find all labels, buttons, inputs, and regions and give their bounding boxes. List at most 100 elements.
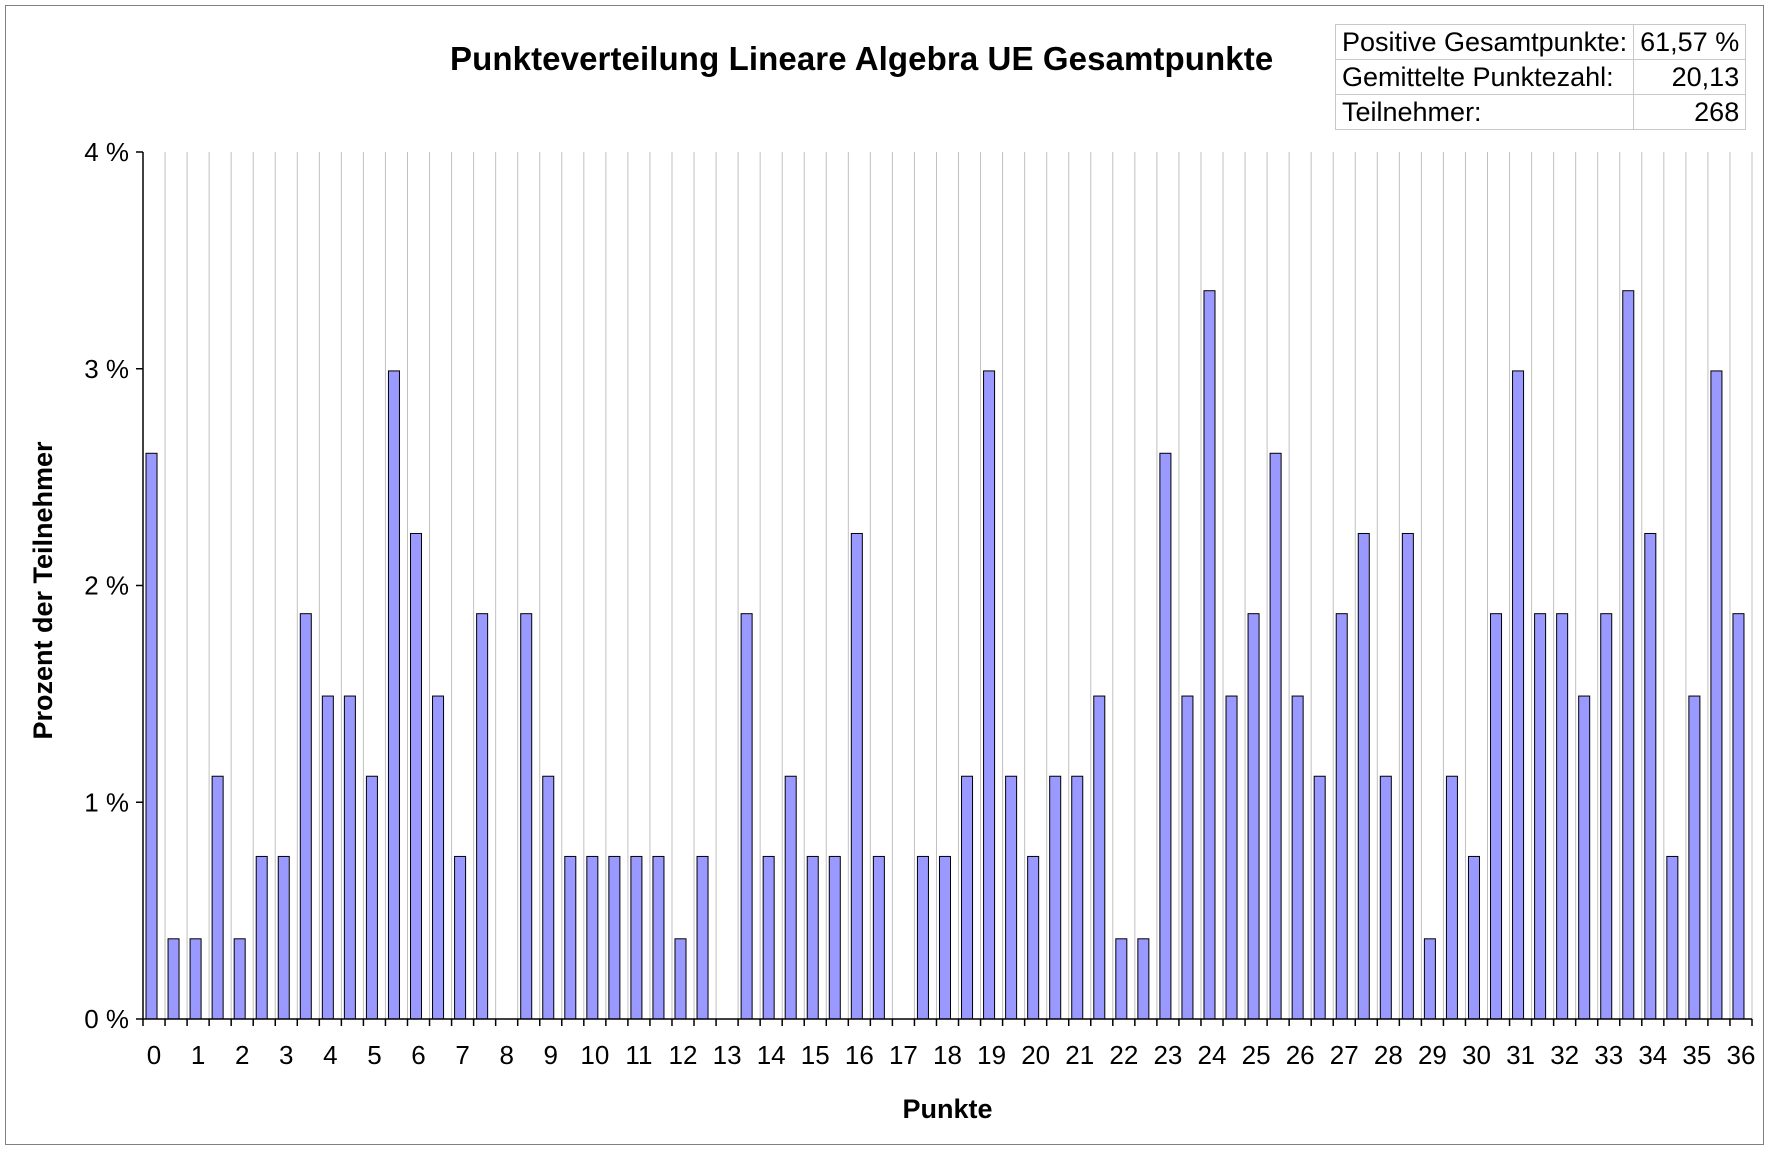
bar — [1071, 775, 1084, 1020]
bar — [1622, 290, 1635, 1020]
bar — [542, 775, 555, 1020]
bar — [1159, 452, 1172, 1020]
bar — [938, 855, 951, 1020]
bar — [167, 938, 180, 1020]
x-tick-label: 16 — [845, 1040, 874, 1070]
bars — [145, 290, 1745, 1020]
bar — [1710, 370, 1723, 1020]
x-axis-label: Punkte — [902, 1094, 992, 1124]
chart-title: Punkteverteilung Lineare Algebra UE Gesa… — [450, 40, 1274, 77]
x-tick-label: 13 — [713, 1040, 742, 1070]
y-tick-label: 2 % — [84, 571, 129, 601]
x-tick-label: 9 — [544, 1040, 558, 1070]
bar — [1490, 613, 1503, 1020]
x-tick-label: 24 — [1198, 1040, 1227, 1070]
bar — [806, 855, 819, 1020]
bar — [387, 370, 400, 1020]
bar — [1291, 695, 1304, 1020]
bar — [476, 613, 489, 1020]
x-tick-label: 20 — [1021, 1040, 1050, 1070]
bar — [1137, 938, 1150, 1020]
y-tick-label: 1 % — [84, 787, 129, 817]
bar — [321, 695, 334, 1020]
axes — [136, 151, 1753, 1026]
bar — [1600, 613, 1613, 1020]
bar — [784, 775, 797, 1020]
bar — [586, 855, 599, 1020]
x-tick-label: 34 — [1638, 1040, 1667, 1070]
bar — [1027, 855, 1040, 1020]
bar — [1379, 775, 1392, 1020]
bar — [872, 855, 885, 1020]
x-tick-label: 6 — [411, 1040, 425, 1070]
bar — [652, 855, 665, 1020]
bar — [608, 855, 621, 1020]
bar — [1732, 613, 1745, 1020]
x-tick-label: 35 — [1682, 1040, 1711, 1070]
x-tick-label: 19 — [977, 1040, 1006, 1070]
x-tick-label: 25 — [1242, 1040, 1271, 1070]
bar — [1005, 775, 1018, 1020]
stats-value: 20,13 — [1633, 59, 1747, 95]
bar — [1578, 695, 1591, 1020]
y-tick-labels: 0 % 1 % 2 % 3 % 4 % — [84, 137, 129, 1034]
bar — [1269, 452, 1282, 1020]
bar — [1203, 290, 1216, 1020]
bar — [1225, 695, 1238, 1020]
y-tick-label: 3 % — [84, 354, 129, 384]
bar — [1313, 775, 1326, 1020]
x-tick-label: 4 — [323, 1040, 337, 1070]
x-tick-label: 12 — [669, 1040, 698, 1070]
bar — [1666, 855, 1679, 1020]
x-tick-label: 30 — [1462, 1040, 1491, 1070]
bar — [740, 613, 753, 1020]
stats-table: Positive Gesamtpunkte: 61,57 % Gemittelt… — [1334, 24, 1747, 130]
bar — [1688, 695, 1701, 1020]
bar — [1335, 613, 1348, 1020]
x-tick-label: 21 — [1065, 1040, 1094, 1070]
bar — [145, 452, 158, 1020]
bar — [233, 938, 246, 1020]
gridlines — [164, 152, 1753, 1019]
bar — [1181, 695, 1194, 1020]
bar — [1401, 532, 1414, 1020]
y-tick-label: 0 % — [84, 1004, 129, 1034]
bar — [850, 532, 863, 1020]
bar — [1115, 938, 1128, 1020]
bar — [762, 855, 775, 1020]
bar — [828, 855, 841, 1020]
x-tick-label: 27 — [1330, 1040, 1359, 1070]
stats-row-participants: Teilnehmer: 268 — [1334, 94, 1747, 130]
bar — [343, 695, 356, 1020]
bar — [1644, 532, 1657, 1020]
bar — [983, 370, 996, 1020]
x-tick-label: 31 — [1506, 1040, 1535, 1070]
x-tick-label: 0 — [147, 1040, 161, 1070]
y-axis-label: Prozent der Teilnehmer — [28, 441, 58, 740]
x-tick-label: 18 — [933, 1040, 962, 1070]
x-tick-label: 29 — [1418, 1040, 1447, 1070]
stats-value: 61,57 % — [1633, 24, 1747, 60]
x-tick-label: 36 — [1727, 1040, 1756, 1070]
bar — [365, 775, 378, 1020]
bar — [961, 775, 974, 1020]
x-tick-label: 28 — [1374, 1040, 1403, 1070]
x-tick-label: 3 — [279, 1040, 293, 1070]
bar — [520, 613, 533, 1020]
x-tick-labels: 0 1 2 3 4 5 6 7 8 9 10 11 12 13 14 15 16 17 18 19 20 21 22 23 24… — [147, 1040, 1756, 1070]
x-tick-label: 15 — [801, 1040, 830, 1070]
bar — [564, 855, 577, 1020]
bar — [696, 855, 709, 1020]
bar — [630, 855, 643, 1020]
bar — [1357, 532, 1370, 1020]
x-tick-label: 23 — [1153, 1040, 1182, 1070]
stats-label: Teilnehmer: — [1334, 94, 1635, 130]
bar — [409, 532, 423, 1020]
bar — [1423, 938, 1436, 1020]
stats-value: 268 — [1633, 94, 1747, 130]
x-tick-label: 14 — [757, 1040, 786, 1070]
x-tick-label: 33 — [1594, 1040, 1623, 1070]
stats-label: Gemittelte Punktezahl: — [1334, 59, 1635, 95]
bar — [189, 938, 202, 1020]
bar — [1049, 775, 1062, 1020]
